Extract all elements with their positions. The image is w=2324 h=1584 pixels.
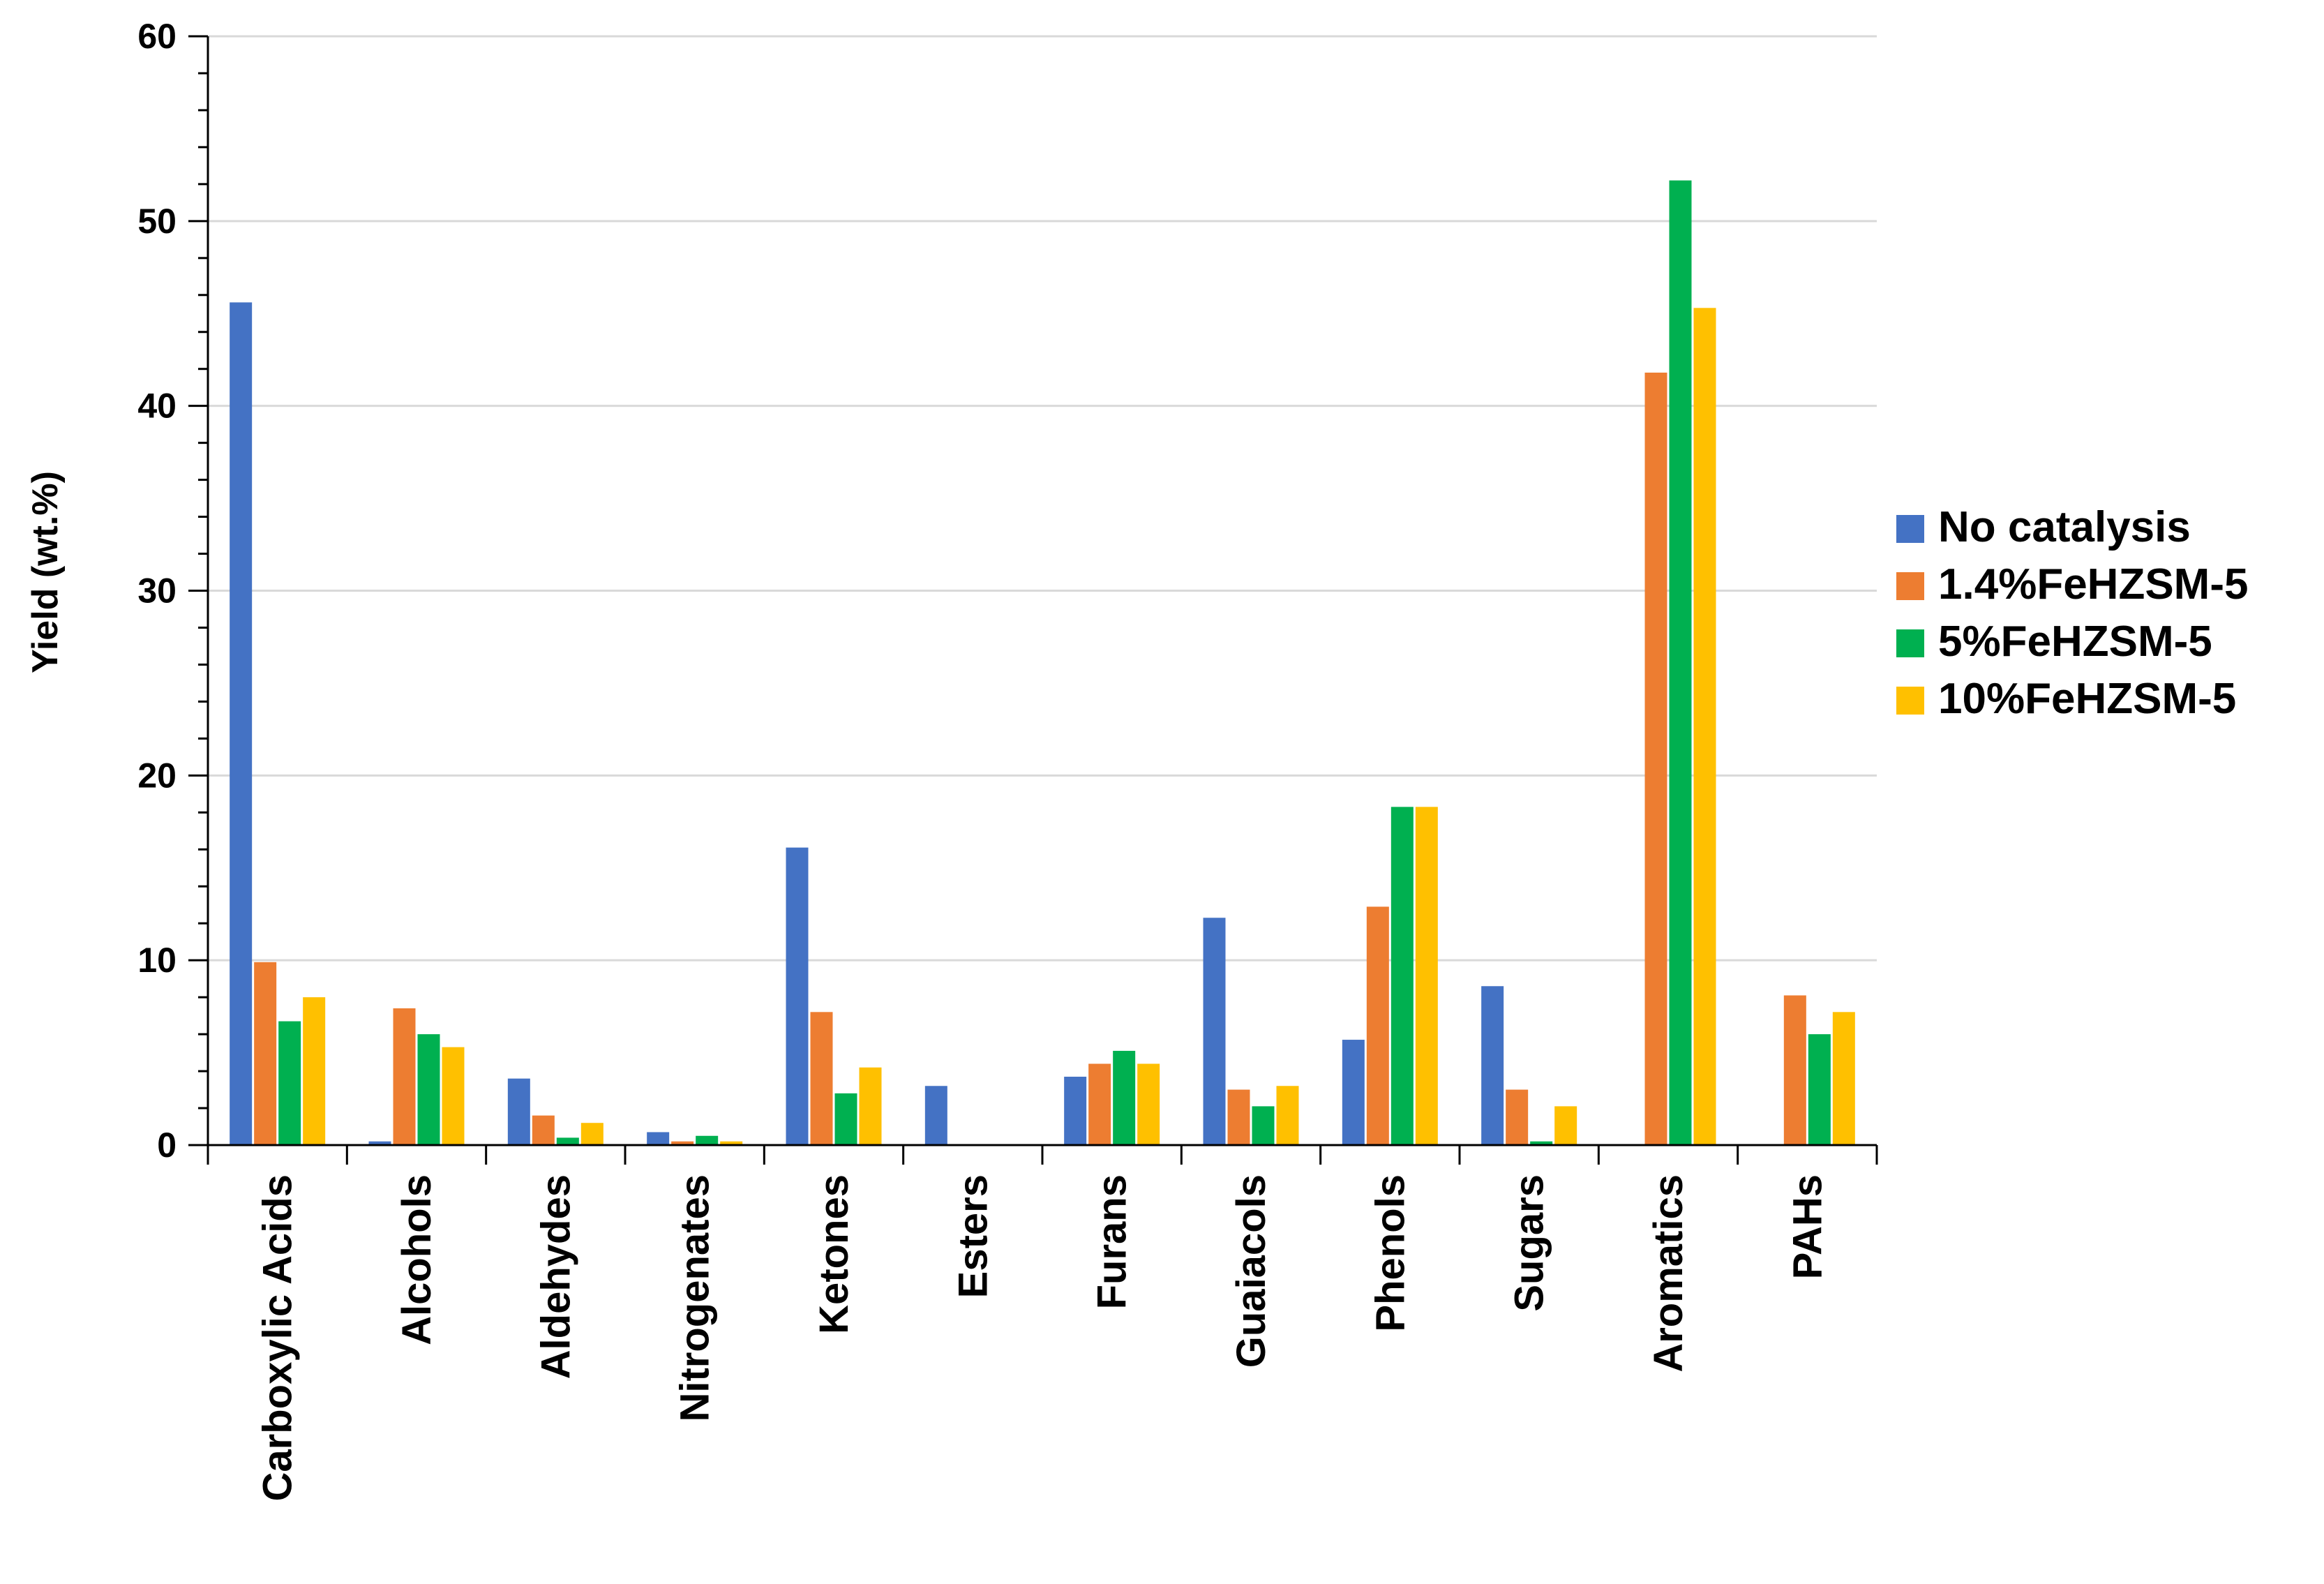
x-tick-label: PAHs [1785,1174,1830,1279]
bar [1390,807,1414,1145]
bar [230,302,253,1145]
y-tick-label: 50 [137,202,177,241]
bar [532,1115,555,1145]
y-tick-label: 60 [137,17,177,56]
bar [393,1008,416,1145]
y-tick-label: 0 [157,1126,177,1165]
bar [720,1141,743,1145]
legend-label: No catalysis [1938,503,2191,551]
y-tick-label: 20 [137,756,177,795]
bar [859,1067,882,1145]
x-tick-labels: Carboxylic Acids Alcohols Aldehydes Nitroge… [255,1174,1831,1501]
x-tick-label: Sugars [1507,1174,1552,1312]
x-tick-label: Aldehydes [533,1174,578,1379]
x-tick-label: Aromatics [1646,1174,1691,1373]
bar [303,997,326,1145]
bar [1783,995,1806,1145]
bar [507,1078,530,1145]
legend-swatch [1896,572,1924,600]
bar [1415,807,1438,1145]
gridlines [208,35,1877,962]
bar [1203,918,1226,1145]
bar [1276,1086,1299,1145]
bar [1669,180,1692,1145]
x-tick-label: Nitrogenates [673,1174,718,1422]
bar [556,1137,579,1145]
bar [580,1123,604,1145]
legend-swatch [1896,515,1924,543]
bar [1064,1077,1087,1145]
x-tick-label: Guaiacols [1229,1174,1274,1368]
legend-label: 10%FeHZSM-5 [1938,675,2236,723]
bar [1342,1040,1365,1145]
bar [417,1034,440,1145]
bar [1693,308,1716,1146]
legend-swatch [1896,629,1924,657]
x-tick-label: Alcohols [394,1174,440,1345]
bar [368,1141,391,1145]
bar [1832,1012,1855,1145]
bar [442,1047,465,1145]
bar [254,962,277,1145]
x-tick-label: Furans [1090,1174,1135,1309]
axes [188,35,1878,1165]
bar [834,1093,857,1145]
y-tick-labels: 0 10 20 30 40 50 60 [137,17,177,1165]
bar [1554,1106,1577,1145]
bar [1366,906,1389,1145]
bar [1808,1034,1831,1145]
bar [1644,372,1667,1146]
bar [1530,1141,1553,1145]
bar [671,1141,694,1145]
y-tick-label: 30 [137,571,177,611]
y-tick-label: 40 [137,387,177,426]
bar [278,1021,301,1145]
bar [810,1012,833,1145]
legend-label: 5%FeHZSM-5 [1938,618,2212,666]
y-tick-label: 10 [137,941,177,980]
bar [696,1135,719,1145]
bar [786,847,809,1145]
bar [647,1132,670,1145]
y-axis-title: Yield (wt.%) [25,471,66,673]
x-tick-label: Phenols [1367,1174,1413,1332]
bar [924,1086,947,1145]
bar [1227,1089,1250,1145]
bar [1481,986,1504,1145]
bar [1113,1050,1136,1145]
legend-label: 1.4%FeHZSM-5 [1938,560,2248,608]
bar [1506,1089,1529,1145]
bars [230,180,1855,1146]
bar [1252,1106,1275,1145]
bar [1137,1063,1160,1145]
legend-swatch [1896,687,1924,715]
legend: No catalysis 1.4%FeHZSM-5 5%FeHZSM-5 10%FeH… [1896,503,2248,723]
x-tick-label: Carboxylic Acids [255,1174,301,1501]
x-tick-label: Ketones [811,1174,857,1334]
bar [1088,1063,1111,1145]
x-tick-label: Esters [950,1174,996,1298]
